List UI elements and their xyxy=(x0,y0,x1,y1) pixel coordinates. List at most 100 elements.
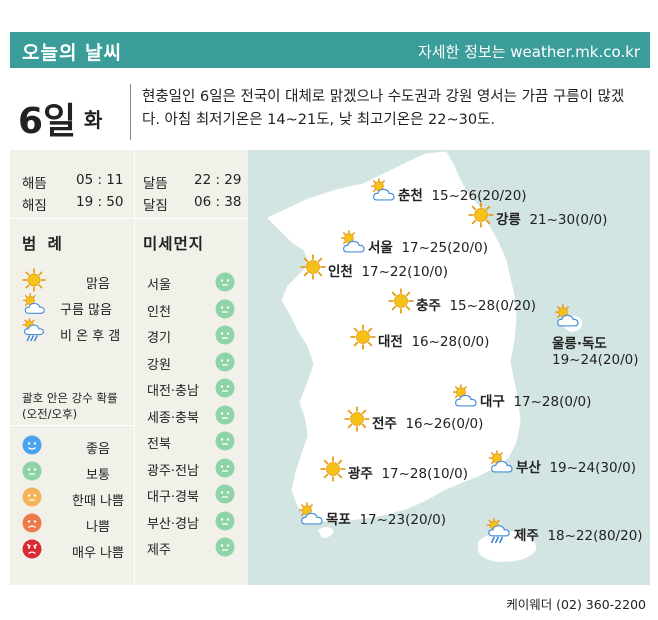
dust-level-face-icon xyxy=(22,539,42,559)
island-shape xyxy=(318,527,334,538)
dust-region-name: 대구·경북 xyxy=(147,490,199,505)
sun-icon xyxy=(320,456,346,482)
dust-level-label: 매우 나쁨 xyxy=(72,546,124,561)
sun-icon xyxy=(300,254,326,280)
dust-region-name: 서울 xyxy=(147,278,171,293)
dust-level-label: 나쁨 xyxy=(86,520,110,535)
city-forecast: 충주 15~28(0/20) xyxy=(416,298,536,314)
panel-divider xyxy=(10,218,248,219)
legend-title: 범 례 xyxy=(22,235,65,253)
sunrise-time: 05 : 11 xyxy=(76,172,124,188)
sun-cloud-icon xyxy=(298,502,324,528)
divider xyxy=(130,84,131,140)
sun-icon xyxy=(22,268,46,292)
sunset-time: 19 : 50 xyxy=(76,194,124,210)
dust-region-name: 제주 xyxy=(147,543,171,558)
forecast-summary: 현충일인 6일은 전국이 대체로 맑겠으나 수도권과 강원 영서는 가끔 구름이… xyxy=(142,89,625,128)
city-forecast: 대구 17~28(0/0) xyxy=(480,394,592,410)
footer-credit: 케이웨더 (02) 360-2200 xyxy=(506,597,646,612)
city-name: 전주 xyxy=(372,416,397,432)
city-name: 서울 xyxy=(368,240,393,256)
dust-status-face-icon xyxy=(215,272,235,292)
sun-cloud-icon xyxy=(554,304,580,330)
map-panel xyxy=(248,150,650,585)
city-forecast: 강릉 21~30(0/0) xyxy=(496,212,608,228)
moonrise-time: 22 : 29 xyxy=(194,172,242,188)
dust-status-face-icon xyxy=(215,484,235,504)
dust-level-face-icon xyxy=(22,513,42,533)
dust-region-name: 광주·전남 xyxy=(147,463,199,479)
city-name: 목포 xyxy=(326,512,351,528)
city-name: 울릉·독도 xyxy=(552,336,607,352)
dust-level-face-icon xyxy=(22,461,42,481)
dust-status-face-icon xyxy=(215,431,235,451)
dust-region-name: 강원 xyxy=(147,357,171,373)
moonrise-label: 달뜸 xyxy=(143,176,168,192)
dust-region-name: 인천 xyxy=(147,304,171,320)
dust-status-face-icon xyxy=(215,405,235,424)
dust-region-name: 부산·경남 xyxy=(147,516,199,532)
dust-level-face-icon xyxy=(22,487,42,507)
mainland-shape xyxy=(267,151,521,523)
sunset-label: 해짐 xyxy=(22,198,47,214)
dust-status-face-icon xyxy=(215,537,235,557)
moonset-label: 달짐 xyxy=(143,198,168,214)
city-name: 제주 xyxy=(514,528,539,544)
sun-cloud-icon xyxy=(22,293,46,317)
dust-region-name: 전북 xyxy=(147,437,171,452)
date-summary-row: 6일 화 현충일인 6일은 전국이 대체로 맑겠으나 수도권과 강원 영서는 가… xyxy=(10,78,650,148)
date-number: 6일 xyxy=(18,101,77,142)
day-of-week: 화 xyxy=(84,108,103,132)
dust-level-face-icon xyxy=(22,435,42,455)
city-forecast: 제주 18~22(80/20) xyxy=(514,528,643,544)
dust-status-face-icon xyxy=(215,299,235,318)
dust-region-name: 대전·충남 xyxy=(147,384,199,399)
sun-cloud-icon xyxy=(340,230,366,256)
dust-level-label: 한때 나쁨 xyxy=(72,494,124,509)
city-name: 춘천 xyxy=(398,188,423,204)
city-name: 부산 xyxy=(516,460,541,476)
korea-map xyxy=(267,151,583,562)
legend-label: 비 온 후 갬 xyxy=(60,329,121,344)
dust-region-name: 경기 xyxy=(147,331,171,346)
city-name: 대구 xyxy=(480,394,505,410)
city-forecast: 인천 17~22(10/0) xyxy=(328,264,448,280)
city-forecast: 19~24(20/0) xyxy=(552,352,639,368)
header-bar: 오늘의 날씨 자세한 정보는 weather.mk.co.kr xyxy=(10,32,650,68)
city-forecast: 광주 17~28(10/0) xyxy=(348,466,468,482)
city-forecast: 춘천 15~26(20/20) xyxy=(398,188,527,204)
city-name: 충주 xyxy=(416,298,441,314)
legend-label: 맑음 xyxy=(86,277,110,292)
sun-cloud-icon xyxy=(452,384,478,410)
rain-cloud-icon xyxy=(486,518,512,544)
dust-status-face-icon xyxy=(215,511,235,530)
dust-region-name: 세종·충북 xyxy=(147,410,199,426)
city-forecast: 부산 19~24(30/0) xyxy=(516,460,636,476)
sun-cloud-icon xyxy=(488,450,514,476)
dust-status-face-icon xyxy=(215,325,235,345)
city-name: 강릉 xyxy=(496,212,521,228)
city-name: 광주 xyxy=(348,466,373,482)
panel-divider xyxy=(10,425,134,426)
city-forecast: 대전 16~28(0/0) xyxy=(378,334,490,350)
dust-title: 미세먼지 xyxy=(143,235,205,253)
city-name: 인천 xyxy=(328,264,353,280)
city-forecast: 서울 17~25(20/0) xyxy=(368,240,488,256)
page-title: 오늘의 날씨 xyxy=(22,42,123,64)
dust-status-face-icon xyxy=(215,378,235,398)
city-name: 대전 xyxy=(378,334,403,350)
left-panel: 해뜸 05 : 11 해짐 19 : 50 달뜸 22 : 29 달짐 06 :… xyxy=(10,150,248,585)
sun-cloud-icon xyxy=(370,178,396,204)
dust-status-face-icon xyxy=(215,458,235,477)
dust-level-label: 보통 xyxy=(86,468,110,483)
sun-icon xyxy=(468,202,494,228)
sun-icon xyxy=(350,324,376,350)
panel-divider xyxy=(134,150,135,585)
jeju-island-shape xyxy=(478,531,537,562)
more-info-link[interactable]: 자세한 정보는 weather.mk.co.kr xyxy=(417,43,640,61)
legend-label: 구름 많음 xyxy=(60,303,112,318)
legend-note: 괄호 안은 강수 확률 xyxy=(22,391,118,405)
rain-cloud-icon xyxy=(22,318,46,342)
dust-level-label: 좋음 xyxy=(86,442,110,457)
city-forecast: 전주 16~26(0/0) xyxy=(372,416,484,432)
